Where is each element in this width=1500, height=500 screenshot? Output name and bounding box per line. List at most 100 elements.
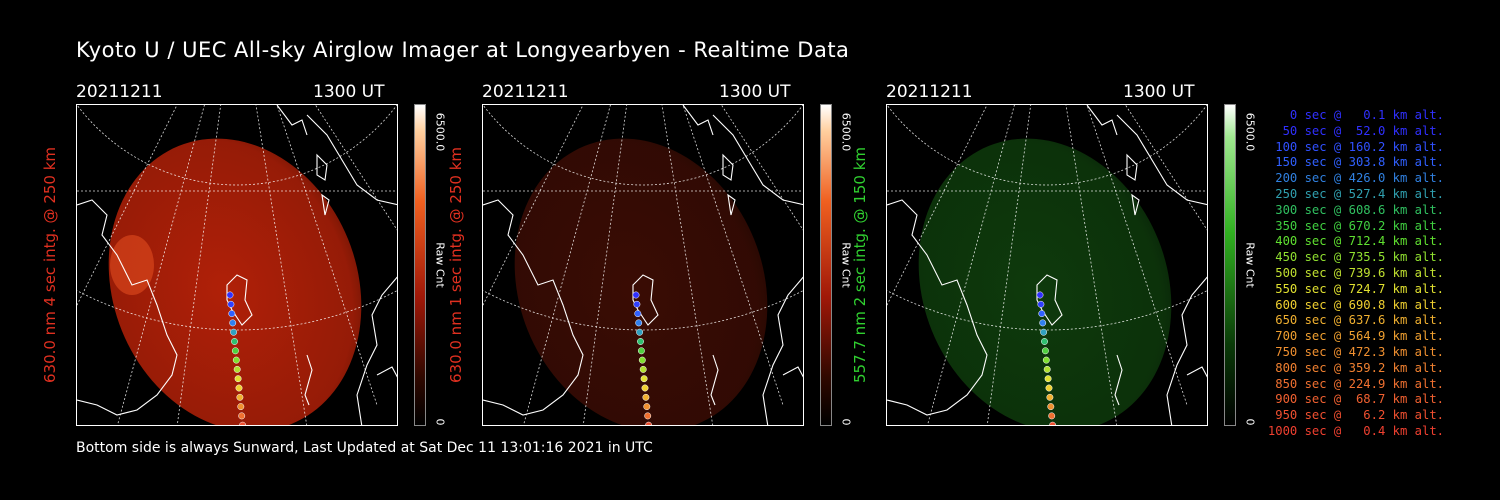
trajectory-point bbox=[1046, 393, 1054, 401]
colorbar-min-label: 0 bbox=[839, 418, 853, 426]
map-grid bbox=[887, 105, 1207, 425]
airglow-ellipse bbox=[918, 138, 1172, 425]
trajectory-point bbox=[639, 365, 647, 373]
panel-wavelength-label: 630.0 nm 4 sec intg. @ 250 km bbox=[41, 146, 59, 384]
trajectory-point bbox=[637, 338, 644, 345]
legend-entry: 500 sec @ 739.6 km alt. bbox=[1275, 265, 1444, 280]
trajectory-point bbox=[239, 421, 247, 425]
trajectory-point bbox=[645, 421, 653, 425]
trajectory-point bbox=[1048, 412, 1056, 420]
coastline bbox=[77, 105, 397, 425]
trajectory-point bbox=[1036, 291, 1044, 299]
rocket-trajectory bbox=[1036, 291, 1057, 425]
legend-entry: 350 sec @ 670.2 km alt. bbox=[1275, 218, 1444, 233]
trajectory-point bbox=[228, 310, 236, 318]
trajectory-point bbox=[227, 300, 235, 308]
trajectory-point bbox=[1041, 347, 1049, 355]
trajectory-point bbox=[643, 403, 651, 411]
legend-entry: 100 sec @ 160.2 km alt. bbox=[1275, 139, 1444, 154]
legend-entry: 0 sec @ 0.1 km alt. bbox=[1289, 108, 1444, 122]
trajectory-point bbox=[635, 319, 643, 327]
trajectory-point bbox=[642, 393, 650, 401]
legend-entry: 900 sec @ 68.7 km alt. bbox=[1275, 392, 1444, 407]
legend-entry: 700 sec @ 564.9 km alt. bbox=[1275, 329, 1444, 344]
trajectory-point bbox=[632, 291, 640, 299]
trajectory-point bbox=[1040, 328, 1048, 336]
trajectory-point bbox=[235, 384, 243, 392]
airglow-ellipse bbox=[108, 138, 362, 425]
legend-entry: 750 sec @ 472.3 km alt. bbox=[1275, 344, 1444, 359]
legend-entry: 950 sec @ 6.2 km alt. bbox=[1275, 408, 1444, 423]
legend-entry: 250 sec @ 527.4 km alt. bbox=[1275, 186, 1444, 201]
panel-630-1sec: 20211211 1300 UT 630.0 nm 1 sec intg. @ 25… bbox=[447, 80, 862, 430]
legend-entry: 550 sec @ 724.7 km alt. bbox=[1275, 281, 1444, 296]
trajectory-point bbox=[234, 375, 242, 383]
panel-630-4sec: 20211211 1300 UT 630.0 nm 4 sec intg. @ 25… bbox=[41, 80, 456, 430]
trajectory-point bbox=[1049, 421, 1057, 425]
legend-entry: 50 sec @ 52.0 km alt. bbox=[1282, 123, 1444, 138]
airglow-ellipse bbox=[514, 138, 768, 425]
panel-wavelength-label: 557.7 nm 2 sec intg. @ 150 km bbox=[851, 146, 869, 384]
trajectory-point bbox=[1041, 338, 1048, 345]
panel-date: 20211211 bbox=[482, 82, 569, 102]
trajectory-point bbox=[226, 291, 234, 299]
trajectory-point bbox=[238, 412, 246, 420]
trajectory-point bbox=[1045, 384, 1053, 392]
allsky-image bbox=[76, 104, 398, 426]
panel-date: 20211211 bbox=[886, 82, 973, 102]
legend-entry: 1000 sec @ 0.4 km alt. bbox=[1267, 423, 1444, 438]
legend-entry: 800 sec @ 359.2 km alt. bbox=[1275, 360, 1444, 375]
footer-note: Bottom side is always Sunward, Last Upda… bbox=[76, 440, 653, 456]
coastline bbox=[887, 105, 1207, 425]
map-grid bbox=[483, 105, 803, 425]
colorbar-max-label: 6500.0 bbox=[433, 112, 447, 152]
legend-entry: 850 sec @ 224.9 km alt. bbox=[1275, 376, 1444, 391]
colorbar-unit-label: Raw Cnt bbox=[1243, 242, 1257, 288]
legend-entry: 200 sec @ 426.0 km alt. bbox=[1275, 171, 1444, 186]
trajectory-point bbox=[1038, 310, 1046, 318]
panel-date: 20211211 bbox=[76, 82, 163, 102]
trajectory-point bbox=[637, 347, 645, 355]
colorbar-min-label: 0 bbox=[433, 418, 447, 426]
panel-557-2sec: 20211211 1300 UT 557.7 nm 2 sec intg. @ 15… bbox=[851, 80, 1266, 430]
trajectory-point bbox=[1037, 300, 1045, 308]
trajectory-point bbox=[236, 393, 244, 401]
legend-entry: 400 sec @ 712.4 km alt. bbox=[1275, 234, 1444, 249]
allsky-image bbox=[482, 104, 804, 426]
map-grid bbox=[77, 105, 397, 425]
trajectory-point bbox=[638, 356, 646, 364]
trajectory-point bbox=[231, 338, 238, 345]
trajectory-point bbox=[634, 310, 642, 318]
rocket-trajectory bbox=[632, 291, 653, 425]
colorbar bbox=[820, 104, 832, 426]
trajectory-point bbox=[230, 328, 238, 336]
panel-wavelength-label: 630.0 nm 1 sec intg. @ 250 km bbox=[447, 146, 465, 384]
legend-entry: 650 sec @ 637.6 km alt. bbox=[1275, 313, 1444, 328]
trajectory-point bbox=[1043, 365, 1051, 373]
legend-entry: 300 sec @ 608.6 km alt. bbox=[1275, 202, 1444, 217]
trajectory-point bbox=[231, 347, 239, 355]
trajectory-point bbox=[636, 328, 644, 336]
panel-time: 1300 UT bbox=[719, 82, 791, 102]
colorbar bbox=[414, 104, 426, 426]
trajectory-legend: 0 sec @ 0.1 km alt. 50 sec @ 52.0 km alt.… bbox=[1262, 108, 1444, 440]
trajectory-point bbox=[233, 365, 241, 373]
trajectory-point bbox=[232, 356, 240, 364]
trajectory-point bbox=[1042, 356, 1050, 364]
panel-time: 1300 UT bbox=[1123, 82, 1195, 102]
colorbar-min-label: 0 bbox=[1243, 418, 1257, 426]
colorbar-max-label: 6500.0 bbox=[1243, 112, 1257, 152]
trajectory-point bbox=[237, 403, 245, 411]
trajectory-point bbox=[644, 412, 652, 420]
trajectory-point bbox=[229, 319, 237, 327]
trajectory-point bbox=[640, 375, 648, 383]
trajectory-point bbox=[633, 300, 641, 308]
trajectory-point bbox=[1047, 403, 1055, 411]
panel-time: 1300 UT bbox=[313, 82, 385, 102]
colorbar-max-label: 6500.0 bbox=[839, 112, 853, 152]
legend-entry: 150 sec @ 303.8 km alt. bbox=[1275, 155, 1444, 170]
rocket-trajectory bbox=[226, 291, 247, 425]
legend-entry: 450 sec @ 735.5 km alt. bbox=[1275, 250, 1444, 265]
trajectory-point bbox=[1039, 319, 1047, 327]
trajectory-point bbox=[1044, 375, 1052, 383]
